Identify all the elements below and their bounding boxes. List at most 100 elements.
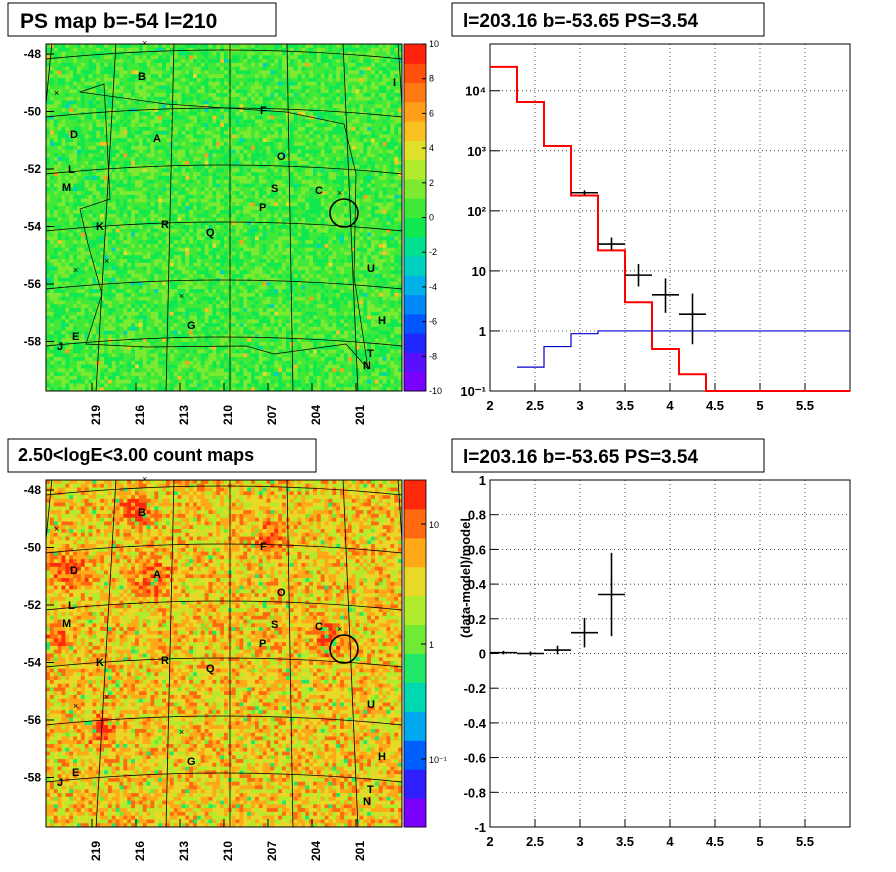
heatmap-cell (231, 81, 237, 86)
heatmap-cell (92, 326, 97, 332)
heatmap-cell (69, 258, 74, 264)
heatmap-cell (224, 153, 229, 158)
heatmap-cell (138, 157, 144, 162)
heatmap-cell (243, 330, 248, 335)
heatmap-cell (239, 115, 244, 120)
heatmap-cell (127, 209, 132, 215)
heatmap-cell (196, 149, 202, 154)
heatmap-cell (165, 138, 171, 143)
heatmap-cell (189, 89, 194, 94)
heatmap-cell (193, 145, 198, 151)
heatmap-cell (150, 368, 155, 373)
heatmap-cell (88, 217, 93, 222)
heatmap-cell (65, 126, 70, 132)
heatmap-cell (100, 289, 105, 294)
heatmap-cell (177, 353, 182, 358)
heatmap-cell (150, 176, 155, 181)
heatmap-cell (76, 349, 82, 354)
heatmap-cell (138, 138, 144, 143)
heatmap-cell (216, 308, 221, 313)
heatmap-cell (224, 194, 229, 200)
heatmap-cell (251, 311, 256, 316)
heatmap-cell (76, 251, 82, 256)
heatmap-cell (158, 134, 163, 139)
heatmap-cell (80, 326, 86, 332)
heatmap-cell (146, 47, 151, 52)
heatmap-cell (53, 119, 59, 124)
heatmap-cell (193, 240, 198, 245)
heatmap-cell (162, 47, 167, 52)
heatmap-cell (208, 255, 213, 260)
heatmap-cell (158, 243, 163, 249)
heatmap-cell (131, 81, 136, 86)
heatmap-cell (173, 289, 178, 294)
heatmap-cell (154, 364, 159, 369)
heatmap-cell (193, 123, 198, 128)
heatmap-cell (69, 111, 74, 117)
heatmap-cell (162, 59, 167, 64)
heatmap-cell (251, 96, 256, 101)
heatmap-cell (96, 364, 101, 369)
heatmap-cell (88, 108, 93, 113)
heatmap-cell (173, 364, 178, 369)
heatmap-cell (65, 96, 70, 101)
heatmap-cell (142, 243, 148, 249)
heatmap-cell (235, 383, 240, 388)
heatmap-cell (150, 300, 155, 305)
heatmap-cell (96, 270, 101, 275)
heatmap-cell (177, 213, 182, 218)
heatmap-cell (231, 251, 237, 256)
heatmap-cell (61, 262, 66, 267)
heatmap-cell (131, 176, 136, 181)
heatmap-cell (84, 126, 89, 132)
heatmap-cell (111, 134, 117, 139)
heatmap-cell (119, 372, 124, 377)
heatmap-cell (169, 194, 175, 200)
heatmap-cell (181, 315, 186, 320)
heatmap-cell (76, 326, 82, 332)
heatmap-cell (193, 108, 198, 113)
heatmap-cell (150, 349, 155, 354)
heatmap-cell (243, 345, 248, 350)
heatmap-cell (138, 123, 144, 128)
heatmap-cell (119, 202, 124, 207)
heatmap-cell (115, 274, 120, 279)
heatmap-cell (181, 59, 186, 64)
heatmap-cell (239, 247, 244, 252)
heatmap-cell (138, 243, 144, 249)
heatmap-cell (165, 357, 171, 362)
heatmap-cell (69, 311, 74, 316)
heatmap-cell (76, 221, 82, 226)
heatmap-cell (216, 111, 221, 117)
heatmap-cell (115, 304, 120, 309)
heatmap-cell (220, 338, 225, 343)
heatmap-cell (220, 262, 225, 267)
heatmap-cell (61, 232, 66, 237)
heatmap-cell (231, 77, 237, 83)
heatmap-cell (107, 176, 113, 181)
heatmap-cell (189, 85, 194, 90)
heatmap-cell (251, 349, 256, 354)
heatmap-cell (193, 213, 198, 218)
heatmap-cell (135, 338, 140, 343)
heatmap-cell (254, 100, 260, 105)
heatmap-cell (251, 383, 256, 388)
heatmap-cell (177, 176, 182, 181)
heatmap-cell (73, 236, 78, 241)
heatmap-cell (181, 55, 186, 60)
heatmap-cell (216, 311, 221, 316)
heatmap-cell (158, 66, 163, 71)
heatmap-cell (57, 240, 62, 245)
heatmap-cell (220, 315, 225, 320)
heatmap-cell (53, 266, 59, 271)
heatmap-cell (220, 217, 225, 222)
heatmap-cell (173, 191, 178, 196)
heatmap-cell (104, 255, 109, 260)
heatmap-cell (247, 209, 252, 215)
heatmap-cell (154, 187, 159, 192)
heatmap-cell (100, 292, 105, 298)
heatmap-cell (251, 194, 256, 200)
heatmap-cell (243, 126, 248, 132)
heatmap-cell (73, 198, 78, 203)
heatmap-cell (61, 130, 66, 135)
